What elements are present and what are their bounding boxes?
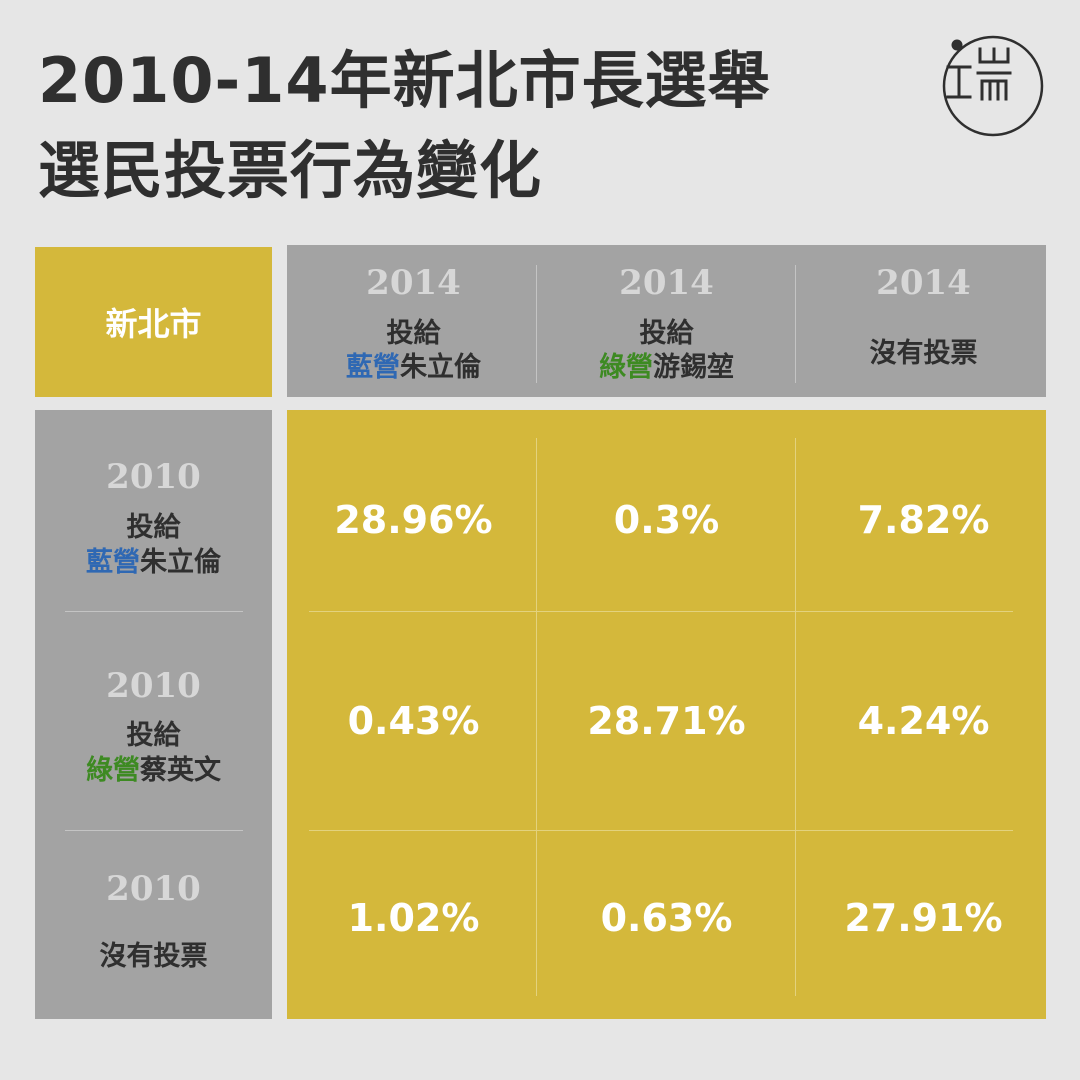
row-header-line2: 綠營蔡英文 <box>35 748 272 787</box>
page-title-line1: 2010-14年新北市長選舉 <box>38 44 771 117</box>
column-header-camp: 綠營 <box>599 352 653 383</box>
row-header-candidate: 沒有投票 <box>99 941 208 972</box>
column-divider <box>795 265 796 383</box>
column-header-line1: 投給 <box>386 318 441 349</box>
row-header-3: 2010 沒有投票 <box>35 831 272 1019</box>
row-header-line1: 投給 <box>126 512 181 543</box>
value-cell-r2-c1: 0.43% <box>347 699 480 743</box>
value-cell-r3-c1: 1.02% <box>347 896 480 940</box>
column-header-line1: 投給 <box>639 318 694 349</box>
value-grid: 28.96% 0.3% 7.82% 0.43% 28.71% 4.24% 1.0… <box>287 410 1046 1019</box>
grid-column-divider <box>536 438 537 996</box>
page-title-line2: 選民投票行為變化 <box>38 134 543 207</box>
row-header-year: 2010 <box>106 666 201 706</box>
grid-column-divider <box>795 438 796 996</box>
row-header-1: 2010 投給 藍營朱立倫 <box>35 410 272 610</box>
row-header-year: 2010 <box>106 869 201 909</box>
column-header-1: 2014 投給 藍營朱立倫 <box>287 245 540 397</box>
initium-logo: 端 <box>942 35 1044 137</box>
value-cell-r2-c2: 28.71% <box>587 699 746 743</box>
value-cell-r2-c3: 4.24% <box>857 699 990 743</box>
column-header-year: 2014 <box>619 263 714 303</box>
column-header-line2: 藍營朱立倫 <box>287 345 540 384</box>
column-header-year: 2014 <box>876 263 971 303</box>
column-header-year: 2014 <box>366 263 461 303</box>
value-cell-r1-c3: 7.82% <box>857 498 990 542</box>
row-header-bar: 2010 投給 藍營朱立倫 2010 投給 綠營蔡英文 2010 沒有投票 <box>35 410 272 1019</box>
grid-row-divider <box>309 830 1013 831</box>
row-header-year: 2010 <box>106 457 201 497</box>
column-header-3: 2014 沒有投票 <box>797 245 1050 397</box>
column-header-candidate: 游錫堃 <box>653 352 734 383</box>
row-header-line1: 投給 <box>126 720 181 751</box>
column-header-candidate: 朱立倫 <box>400 352 481 383</box>
column-header-candidate: 沒有投票 <box>869 338 978 369</box>
row-header-candidate: 朱立倫 <box>140 547 221 578</box>
column-header-2: 2014 投給 綠營游錫堃 <box>540 245 793 397</box>
corner-label-new-taipei: 新北市 <box>35 247 272 397</box>
row-divider <box>65 830 243 831</box>
row-header-candidate: 蔡英文 <box>140 755 221 786</box>
row-divider <box>65 611 243 612</box>
row-header-camp: 藍營 <box>86 547 140 578</box>
row-header-line2: 藍營朱立倫 <box>35 540 272 579</box>
value-cell-r1-c2: 0.3% <box>613 498 720 542</box>
grid-row-divider <box>309 611 1013 612</box>
row-header-camp: 綠營 <box>86 755 140 786</box>
column-header-camp: 藍營 <box>346 352 400 383</box>
column-header-line2: 綠營游錫堃 <box>540 345 793 384</box>
value-cell-r3-c3: 27.91% <box>844 896 1003 940</box>
value-cell-r1-c1: 28.96% <box>334 498 493 542</box>
column-header-bar: 2014 投給 藍營朱立倫 2014 投給 綠營游錫堃 2014 沒有投票 <box>287 245 1046 397</box>
row-header-2: 2010 投給 綠營蔡英文 <box>35 612 272 830</box>
column-divider <box>536 265 537 383</box>
value-cell-r3-c2: 0.63% <box>600 896 733 940</box>
